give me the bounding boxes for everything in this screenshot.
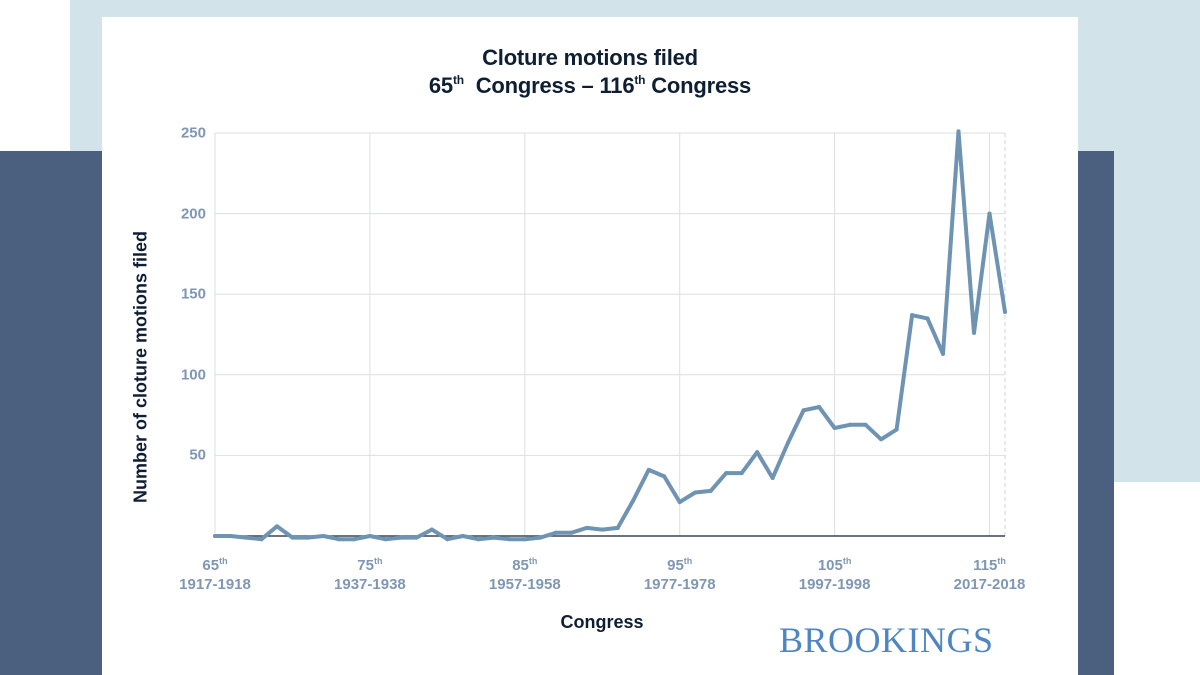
data-point (274, 524, 279, 529)
data-point (739, 471, 744, 476)
x-tick-years: 1917-1918 (179, 576, 251, 593)
x-tick-label: 65th 1917-1918 (179, 556, 251, 594)
data-point (336, 537, 341, 542)
x-tick-congress: 95th (667, 556, 693, 575)
gridlines (214, 132, 1006, 536)
y-tick-label: 200 (180, 205, 206, 223)
y-axis-label: Number of cloture motions filed (130, 230, 151, 504)
data-point (507, 537, 512, 542)
x-tick-congress: 105th (817, 556, 852, 575)
background-dark-panel-left (0, 151, 102, 675)
data-point (755, 450, 760, 455)
x-tick-years: 2017-2018 (953, 576, 1026, 593)
data-point (445, 537, 450, 542)
data-point (352, 537, 357, 542)
y-tick-label: 150 (180, 285, 206, 303)
data-point (832, 425, 837, 430)
data-point (677, 500, 682, 505)
x-tick-label: 95th 1977-1978 (644, 556, 716, 594)
data-point (213, 534, 217, 538)
x-tick-congress: 75th (357, 556, 383, 575)
data-point (941, 351, 946, 356)
data-point (956, 129, 961, 134)
y-tick-label: 50 (189, 446, 206, 464)
data-point (910, 313, 915, 318)
data-point (801, 408, 806, 413)
data-point (305, 535, 310, 540)
data-point (569, 530, 574, 535)
data-point (615, 525, 620, 530)
data-point (290, 535, 295, 540)
data-point (894, 427, 899, 432)
data-point (522, 537, 527, 542)
data-point (879, 437, 884, 442)
data-point (987, 211, 992, 216)
x-tick-years: 1977-1978 (643, 576, 716, 593)
chart-card (102, 17, 1078, 675)
data-point (662, 474, 667, 479)
chart-title: Cloture motions filed 65th Congress – 11… (102, 44, 1078, 100)
data-point (925, 316, 930, 321)
x-tick-congress: 65th (202, 556, 228, 575)
data-point (553, 530, 558, 535)
data-point (383, 537, 388, 542)
data-point (863, 422, 868, 427)
data-point (972, 330, 977, 335)
chart-title-line2: 65th Congress – 116th Congress (428, 73, 752, 98)
data-point (631, 498, 636, 503)
data-point (724, 471, 729, 476)
data-point (398, 535, 403, 540)
data-point (693, 490, 698, 495)
x-tick-years: 1957-1958 (488, 576, 561, 593)
data-point (429, 527, 434, 532)
cloture-motions-line (213, 129, 1007, 542)
data-point (708, 488, 713, 493)
data-point (491, 535, 496, 540)
data-point (476, 537, 481, 542)
x-tick-label: 115th 2017-2018 (954, 556, 1026, 594)
x-tick-congress: 115th (973, 556, 1006, 575)
y-tick-label: 100 (180, 366, 206, 384)
data-point (259, 537, 264, 542)
x-axis-label: Congress (560, 612, 644, 632)
data-point (848, 422, 853, 427)
data-point (321, 534, 326, 538)
x-tick-label: 75th 1937-1938 (334, 556, 406, 594)
data-point (1003, 309, 1007, 314)
data-point (600, 527, 605, 532)
x-tick-years: 1937-1938 (334, 576, 406, 593)
brookings-logo: BROOKINGS (779, 620, 994, 660)
y-tick-label: 250 (180, 124, 206, 142)
x-tick-congress: 85th (512, 556, 538, 575)
data-point (367, 534, 372, 538)
data-point (817, 405, 822, 410)
data-point (243, 535, 248, 540)
data-point (414, 535, 419, 540)
x-tick-label: 105th 1997-1998 (799, 556, 871, 594)
data-point (646, 467, 651, 472)
x-tick-years: 1997-1998 (798, 576, 871, 593)
background-dark-panel-right (1078, 151, 1114, 675)
chart-title-line1: Cloture motions filed (482, 45, 698, 70)
data-points (213, 129, 1007, 542)
data-point (538, 535, 543, 540)
data-point (786, 440, 791, 445)
data-point (770, 475, 775, 480)
data-point (584, 525, 589, 530)
data-point (460, 534, 465, 538)
x-tick-label: 85th 1957-1958 (489, 556, 561, 594)
data-point (228, 534, 233, 538)
